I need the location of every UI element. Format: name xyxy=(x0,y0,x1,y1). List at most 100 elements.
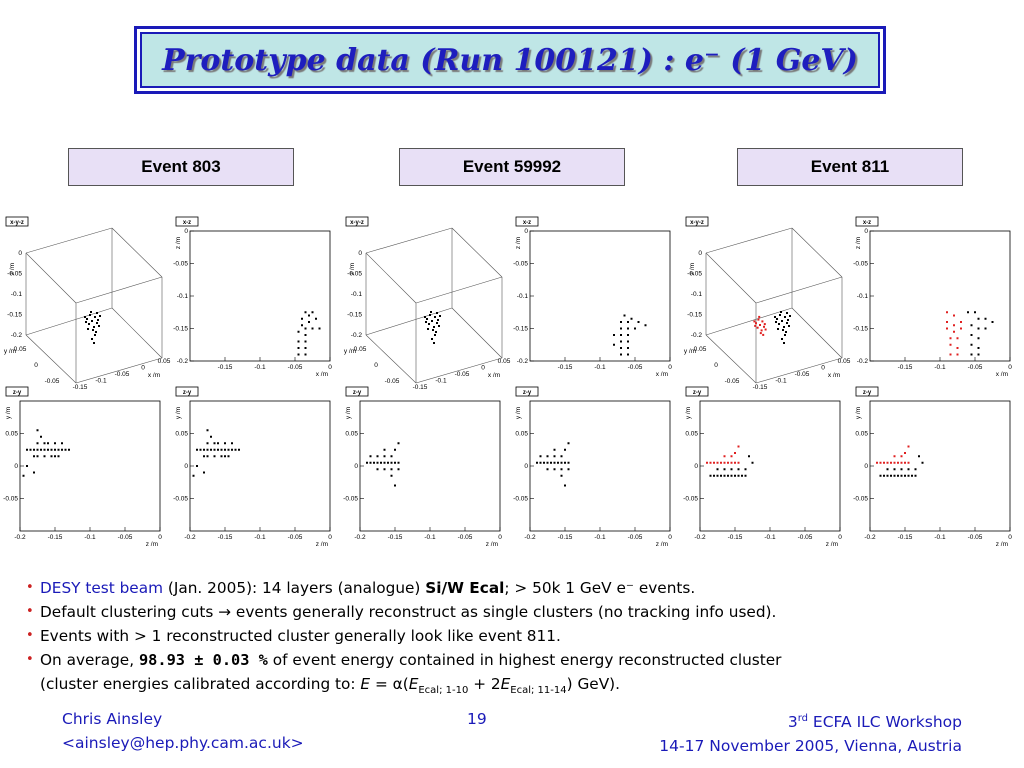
footer-email[interactable]: <ainsley@hep.phy.cam.ac.uk> xyxy=(62,734,304,752)
data-point xyxy=(774,316,776,318)
data-point xyxy=(304,347,307,349)
data-point xyxy=(206,429,209,432)
data-point xyxy=(315,317,317,320)
conf-sup: rd xyxy=(797,713,808,724)
data-point xyxy=(227,448,230,451)
data-point xyxy=(744,474,747,477)
bullet-bold: Si/W Ecal xyxy=(425,579,505,597)
x-axis-label: x /m xyxy=(656,371,668,378)
data-point xyxy=(759,332,762,335)
data-point xyxy=(231,442,233,445)
y-tick-label: -0.1 xyxy=(177,293,189,300)
bullet-dot: • xyxy=(26,628,34,643)
data-point xyxy=(429,314,431,316)
data-point xyxy=(785,331,787,333)
data-point xyxy=(369,455,372,458)
footer-page-number: 19 xyxy=(467,710,487,728)
data-point xyxy=(883,474,885,477)
data-point xyxy=(630,317,633,320)
x-tick-label: -0.15 xyxy=(73,384,88,391)
data-point xyxy=(33,455,35,458)
y-tick-label: 0 xyxy=(524,228,528,235)
data-point xyxy=(86,318,88,320)
cube-edge xyxy=(451,307,503,359)
data-point xyxy=(543,461,545,464)
x-tick-label: 0.05 xyxy=(498,358,511,365)
view-label-box xyxy=(685,216,709,227)
x-axis-label: z /m xyxy=(996,541,1008,548)
view-label: z-y xyxy=(863,390,872,396)
desy-test-beam-link[interactable]: DESY test beam xyxy=(40,579,163,597)
data-point xyxy=(776,318,778,320)
cube-edge xyxy=(705,307,793,336)
data-point xyxy=(210,448,212,451)
x-tick-label: -0.05 xyxy=(968,364,983,371)
plot-frame xyxy=(189,230,331,362)
data-point xyxy=(47,448,49,451)
formula-sub1: Ecal; 1-10 xyxy=(418,685,469,697)
data-point xyxy=(977,337,980,340)
view-label-box xyxy=(5,386,29,397)
y-tick-label: 0.05 xyxy=(175,431,188,438)
bullet-dot: • xyxy=(26,604,34,619)
z-tick-label: -0.05 xyxy=(347,271,362,278)
x-tick-label: -0.05 xyxy=(288,534,303,541)
data-point xyxy=(974,311,976,314)
data-point xyxy=(560,468,563,471)
data-point xyxy=(620,353,622,356)
data-point xyxy=(918,455,920,458)
data-point xyxy=(956,347,959,349)
data-point xyxy=(297,347,300,349)
data-point xyxy=(36,429,39,432)
x-tick-label: -0.1 xyxy=(254,364,266,371)
bullet-text: of event energy contained in highest ene… xyxy=(267,651,782,669)
data-point xyxy=(61,448,63,451)
x-tick-label: 0 xyxy=(141,365,145,372)
x-tick-label: 0.05 xyxy=(158,358,171,365)
x-tick-label: -0.05 xyxy=(455,371,470,378)
x-tick-label: -0.2 xyxy=(694,534,706,541)
data-point xyxy=(620,347,622,349)
footer-author-block: Chris Ainsley <ainsley@hep.phy.cam.ac.uk… xyxy=(62,707,304,755)
formula-paren: ( xyxy=(402,675,409,693)
data-point xyxy=(727,461,729,464)
view-label: z-y xyxy=(693,390,702,396)
data-point xyxy=(394,448,396,451)
data-point xyxy=(397,461,400,464)
data-point xyxy=(308,314,310,317)
plot-frame xyxy=(869,230,1011,362)
data-point xyxy=(627,340,629,343)
data-point xyxy=(984,317,987,320)
footer-date: 14-17 November 2005, Vienna, Austria xyxy=(659,737,962,756)
data-point xyxy=(883,461,885,464)
data-point xyxy=(22,474,25,477)
data-point xyxy=(709,461,712,464)
data-point xyxy=(782,329,784,331)
view-label: x-z xyxy=(523,220,531,226)
cube-edge xyxy=(791,307,843,359)
data-point xyxy=(224,442,226,445)
view-label: z-y xyxy=(13,390,22,396)
data-point xyxy=(763,325,765,328)
data-point xyxy=(911,474,913,477)
data-point xyxy=(876,461,878,464)
data-point xyxy=(231,448,233,451)
data-point xyxy=(227,455,230,458)
data-point xyxy=(560,474,563,477)
cube-edge xyxy=(365,252,417,304)
data-point xyxy=(47,442,49,445)
bullet-dot: • xyxy=(26,652,34,667)
data-point xyxy=(373,461,375,464)
data-point xyxy=(301,317,303,320)
data-point xyxy=(50,455,53,458)
data-point xyxy=(886,461,889,464)
data-point xyxy=(390,461,393,464)
y-axis-label: z /m xyxy=(515,237,522,249)
x-tick-label: -0.05 xyxy=(458,534,473,541)
data-point xyxy=(706,461,708,464)
data-point xyxy=(383,455,386,458)
data-point xyxy=(196,465,198,467)
y-axis-label: y /m xyxy=(4,348,16,355)
data-point xyxy=(949,337,952,340)
cube-edge xyxy=(111,307,163,359)
